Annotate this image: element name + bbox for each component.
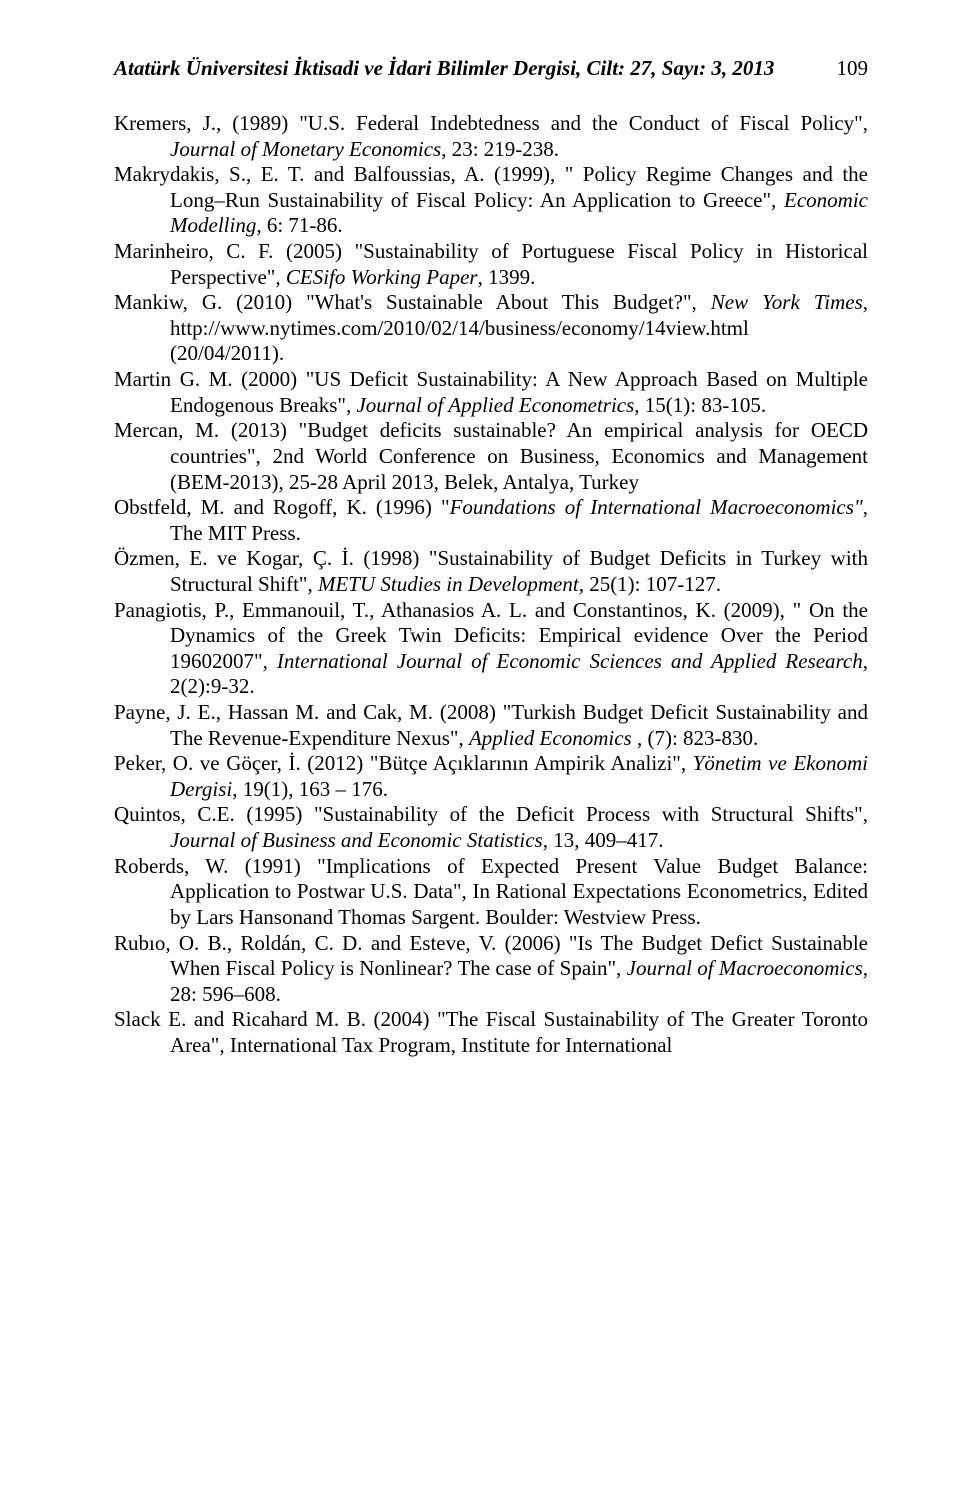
reference-item: Slack E. and Ricahard M. B. (2004) "The … xyxy=(114,1007,868,1058)
reference-text: Roberds, W. (1991) "Implications of Expe… xyxy=(114,854,868,929)
reference-italic: Applied Economics xyxy=(469,726,637,750)
reference-text: , 25(1): 107-127. xyxy=(579,572,721,596)
reference-italic: Foundations of International Macroeconom… xyxy=(450,495,863,519)
reference-item: Payne, J. E., Hassan M. and Cak, M. (200… xyxy=(114,700,868,751)
reference-item: Quintos, C.E. (1995) "Sustainability of … xyxy=(114,802,868,853)
reference-italic: International Journal of Economic Scienc… xyxy=(277,649,863,673)
reference-text: Quintos, C.E. (1995) "Sustainability of … xyxy=(114,802,868,826)
reference-text: Makrydakis, S., E. T. and Balfoussias, A… xyxy=(114,162,868,212)
reference-text: , 6: 71-86. xyxy=(256,213,342,237)
page: Atatürk Üniversitesi İktisadi ve İdari B… xyxy=(0,0,960,1502)
reference-italic: Journal of Business and Economic Statist… xyxy=(170,828,543,852)
reference-italic: Journal of Monetary Economics xyxy=(170,137,441,161)
reference-item: Mankiw, G. (2010) "What's Sustainable Ab… xyxy=(114,290,868,367)
reference-item: Marinheiro, C. F. (2005) "Sustainability… xyxy=(114,239,868,290)
reference-italic: New York Times xyxy=(711,290,863,314)
reference-text: , 1399. xyxy=(478,265,536,289)
reference-text: , (7): 823-830. xyxy=(637,726,758,750)
reference-item: Rubıo, O. B., Roldán, C. D. and Esteve, … xyxy=(114,931,868,1008)
reference-item: Mercan, M. (2013) "Budget deficits susta… xyxy=(114,418,868,495)
reference-text: , 19(1), 163 – 176. xyxy=(232,777,388,801)
reference-text: Kremers, J., (1989) "U.S. Federal Indebt… xyxy=(114,111,868,135)
reference-text: Mankiw, G. (2010) "What's Sustainable Ab… xyxy=(114,290,711,314)
reference-item: Peker, O. ve Göçer, İ. (2012) "Bütçe Açı… xyxy=(114,751,868,802)
reference-text: , 23: 219-238. xyxy=(441,137,559,161)
references-list: Kremers, J., (1989) "U.S. Federal Indebt… xyxy=(114,111,868,1059)
reference-italic: Journal of Applied Econometrics xyxy=(356,393,634,417)
page-number: 109 xyxy=(817,56,869,81)
reference-item: Obstfeld, M. and Rogoff, K. (1996) "Foun… xyxy=(114,495,868,546)
reference-text: Peker, O. ve Göçer, İ. (2012) "Bütçe Açı… xyxy=(114,751,693,775)
reference-italic: CESifo Working Paper xyxy=(286,265,478,289)
reference-item: Kremers, J., (1989) "U.S. Federal Indebt… xyxy=(114,111,868,162)
reference-text: , 13, 409–417. xyxy=(543,828,664,852)
reference-text: Obstfeld, M. and Rogoff, K. (1996) " xyxy=(114,495,450,519)
reference-text: Slack E. and Ricahard M. B. (2004) "The … xyxy=(114,1007,868,1057)
reference-item: Panagiotis, P., Emmanouil, T., Athanasio… xyxy=(114,598,868,700)
reference-item: Martin G. M. (2000) "US Deficit Sustaina… xyxy=(114,367,868,418)
reference-item: Özmen, E. ve Kogar, Ç. İ. (1998) "Sustai… xyxy=(114,546,868,597)
journal-title: Atatürk Üniversitesi İktisadi ve İdari B… xyxy=(114,56,817,81)
reference-text: Mercan, M. (2013) "Budget deficits susta… xyxy=(114,418,868,493)
reference-italic: Journal of Macroeconomics xyxy=(627,956,863,980)
reference-italic: METU Studies in Development xyxy=(318,572,579,596)
reference-item: Makrydakis, S., E. T. and Balfoussias, A… xyxy=(114,162,868,239)
reference-item: Roberds, W. (1991) "Implications of Expe… xyxy=(114,854,868,931)
reference-text: , 15(1): 83-105. xyxy=(634,393,766,417)
running-header: Atatürk Üniversitesi İktisadi ve İdari B… xyxy=(114,56,868,81)
